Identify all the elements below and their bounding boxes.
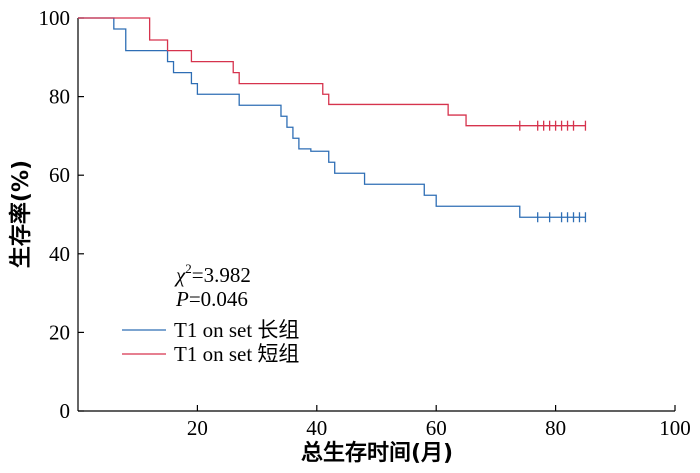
x-tick-label: 80 [545, 416, 566, 440]
y-tick-label: 40 [49, 242, 70, 266]
chi-symbol: χ [174, 263, 186, 287]
p-value-label: P=0.046 [175, 287, 248, 311]
survival-curve-1 [78, 17, 586, 127]
legend: T1 on set 长组 T1 on set 短组 [122, 318, 299, 366]
y-axis-title: 生存率(%) [8, 160, 34, 268]
legend-label-short: T1 on set 短组 [174, 342, 299, 366]
stats-annotation: χ2=3.982 P=0.046 [174, 261, 251, 311]
series-layer [78, 17, 587, 223]
y-axis: 0 20 40 60 80 100 [39, 6, 84, 423]
chi-value: =3.982 [192, 263, 251, 287]
y-tick-label: 0 [60, 399, 71, 423]
p-value: =0.046 [189, 287, 248, 311]
y-tick-label: 100 [39, 6, 71, 30]
legend-label-long: T1 on set 长组 [174, 318, 299, 342]
chi-square-label: χ2=3.982 [174, 261, 251, 287]
legend-item-long: T1 on set 长组 [122, 318, 299, 342]
chi-superscript: 2 [185, 261, 192, 276]
x-tick-label: 40 [306, 416, 327, 440]
x-tick-label: 100 [659, 416, 691, 440]
x-tick-label: 60 [426, 416, 447, 440]
x-tick-label: 20 [187, 416, 208, 440]
y-tick-label: 80 [49, 85, 70, 109]
p-symbol: P [175, 287, 189, 311]
x-axis: 20 40 60 80 100 [78, 405, 691, 440]
y-tick-label: 60 [49, 163, 70, 187]
legend-item-short: T1 on set 短组 [122, 342, 299, 366]
y-tick-label: 20 [49, 320, 70, 344]
x-axis-title: 总生存时间(月) [301, 440, 453, 466]
survival-curve-0 [78, 17, 586, 218]
